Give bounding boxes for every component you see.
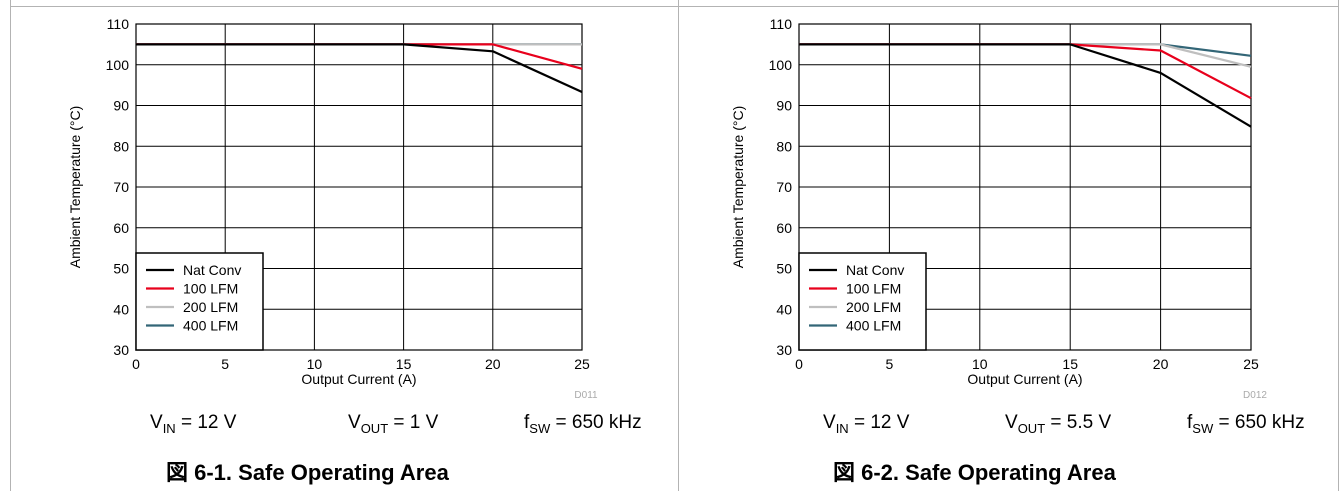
- y-tick-label: 40: [113, 301, 129, 317]
- figure-panel-2: 0 5 10 15 20 25 30 40 50 60 70 80 90 100 110 Output Cur…: [678, 0, 1339, 491]
- y-tick-label: 100: [769, 57, 793, 73]
- legend-label: Nat Conv: [846, 262, 904, 278]
- top-border: [10, 6, 1339, 7]
- fsw-condition: fSW = 650 kHz: [524, 412, 642, 436]
- x-tick-label: 0: [795, 356, 803, 372]
- vout-condition: VOUT = 5.5 V: [1005, 412, 1112, 436]
- series-line-nat-conv: [136, 43, 583, 94]
- figure-id-label: D012: [1243, 390, 1267, 401]
- x-tick-label: 5: [221, 356, 229, 372]
- x-tick-label: 15: [1062, 356, 1078, 372]
- chart-1: 0 5 10 15 20 25 30 40 50 60 70 80 90 100 110 Output Cur…: [67, 16, 598, 401]
- y-tick-label: 80: [113, 138, 129, 154]
- figure-id-label: D011: [574, 390, 598, 401]
- figure-panel-1: 0 5 10 15 20 25 30 40 50 60 70 80 90 100 110 Output Cur…: [10, 0, 678, 491]
- y-axis-label: Ambient Temperature (°C): [67, 106, 83, 269]
- series-line-100-lfm: [799, 43, 1252, 100]
- x-tick-label: 5: [886, 356, 894, 372]
- y-tick-label: 30: [776, 342, 792, 358]
- x-axis-label: Output Current (A): [967, 371, 1082, 387]
- x-tick-label: 0: [132, 356, 140, 372]
- y-tick-label: 70: [776, 179, 792, 195]
- y-tick-label: 110: [770, 16, 793, 32]
- legend-label: 200 LFM: [183, 299, 238, 315]
- vout-condition: VOUT = 1 V: [348, 412, 439, 436]
- y-tick-label: 90: [113, 98, 129, 114]
- x-axis-label: Output Current (A): [301, 371, 416, 387]
- y-tick-label: 30: [113, 342, 129, 358]
- legend-label: 100 LFM: [183, 281, 238, 297]
- x-tick-label: 25: [574, 356, 590, 372]
- y-tick-label: 50: [776, 261, 792, 277]
- vin-condition: VIN = 12 V: [823, 412, 910, 436]
- y-axis-label: Ambient Temperature (°C): [730, 106, 746, 269]
- x-tick-label: 10: [972, 356, 988, 372]
- figure-caption: 図 6-2. Safe Operating Area: [833, 460, 1116, 485]
- y-tick-label: 100: [106, 57, 130, 73]
- x-tick-label: 15: [396, 356, 412, 372]
- legend-label: 100 LFM: [846, 281, 901, 297]
- y-tick-label: 90: [776, 98, 792, 114]
- plot-frame: [798, 23, 1252, 351]
- legend-label: 200 LFM: [846, 299, 901, 315]
- y-tick-label: 60: [776, 220, 792, 236]
- fsw-condition: fSW = 650 kHz: [1187, 412, 1305, 436]
- figure-caption: 図 6-1. Safe Operating Area: [166, 460, 449, 485]
- y-tick-label: 80: [776, 138, 792, 154]
- y-tick-label: 70: [113, 179, 129, 195]
- plot-frame: [135, 23, 583, 351]
- legend-label: 400 LFM: [846, 318, 901, 334]
- series-line-nat-conv: [799, 43, 1252, 128]
- x-tick-label: 20: [485, 356, 501, 372]
- y-tick-label: 60: [113, 220, 129, 236]
- x-tick-label: 20: [1153, 356, 1169, 372]
- y-tick-label: 110: [107, 16, 130, 32]
- chart-2: 0 5 10 15 20 25 30 40 50 60 70 80 90 100 110 Output Cur…: [730, 16, 1267, 401]
- y-tick-label: 40: [776, 301, 792, 317]
- x-tick-label: 25: [1243, 356, 1259, 372]
- y-tick-label: 50: [113, 261, 129, 277]
- vin-condition: VIN = 12 V: [150, 412, 237, 436]
- legend-label: Nat Conv: [183, 262, 241, 278]
- x-tick-label: 10: [307, 356, 323, 372]
- legend-label: 400 LFM: [183, 318, 238, 334]
